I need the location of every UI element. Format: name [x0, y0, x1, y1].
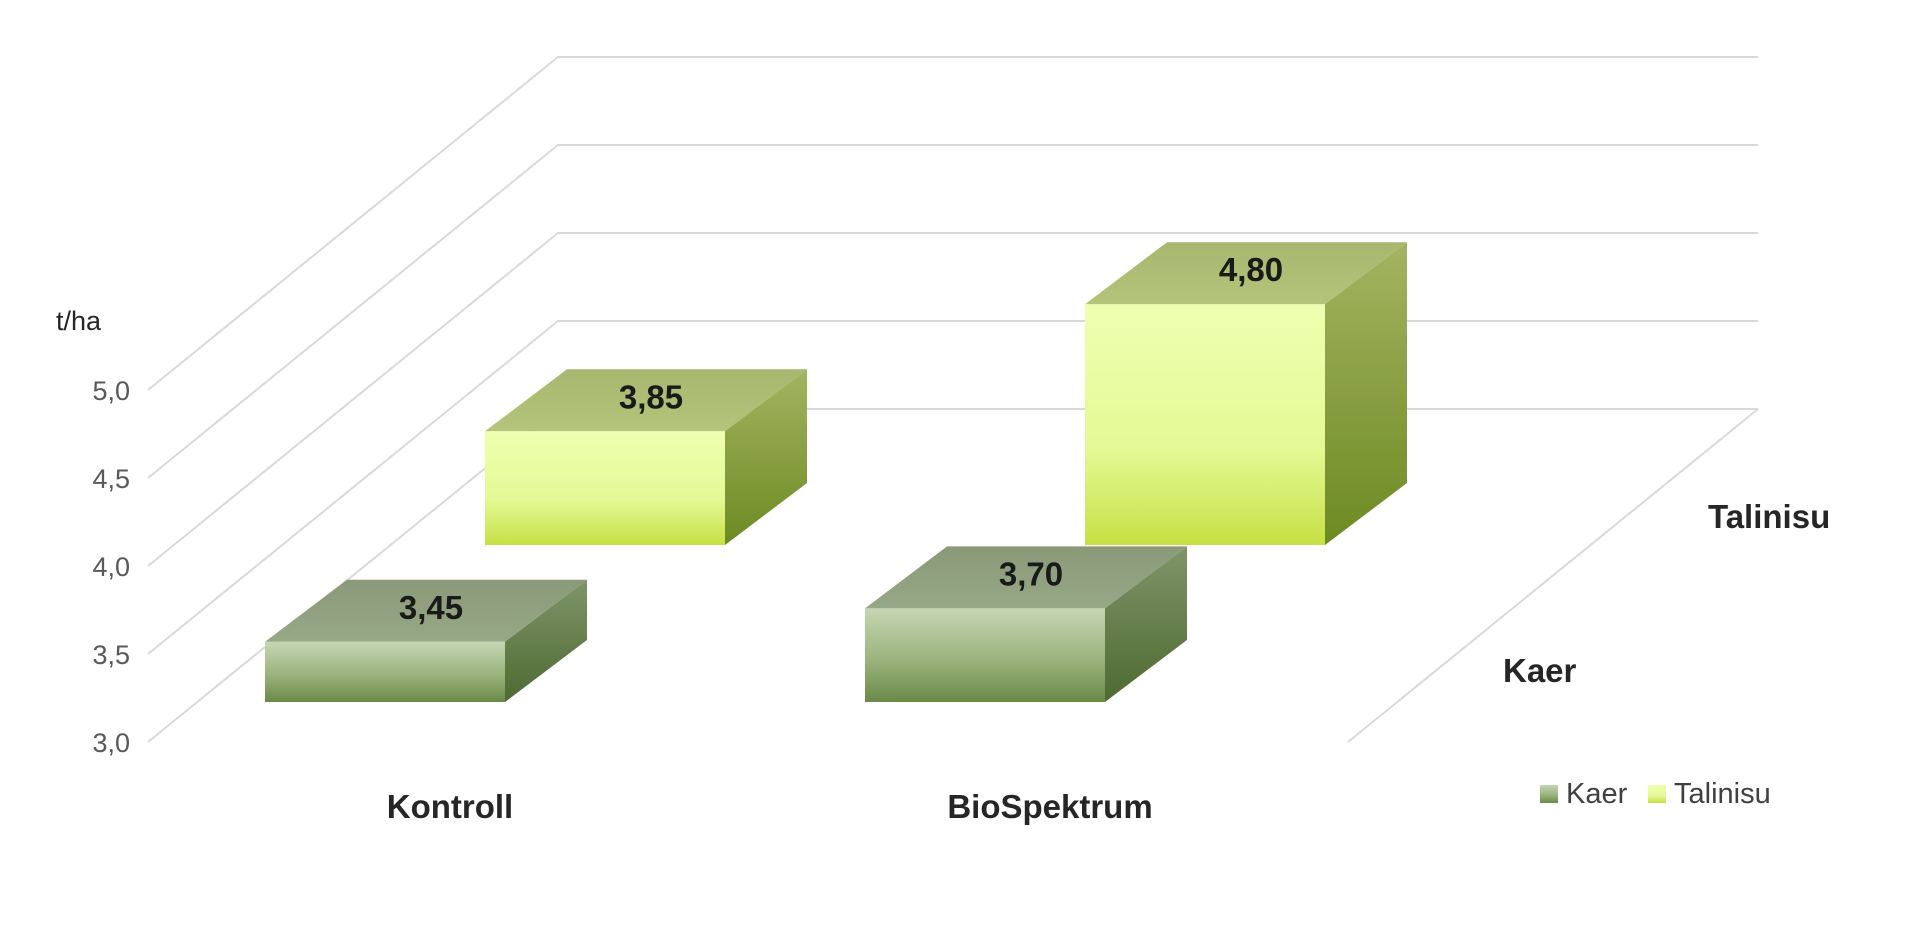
bar-talinisu-0-side [725, 369, 807, 545]
bar-talinisu-1-side [1325, 242, 1407, 545]
category-label: Kontroll [387, 788, 513, 825]
bar-kaer-1-top [865, 546, 1187, 609]
labels-layer: 3,85 4,80 3,45 3,70 Kontroll BioSpektrum Kaer T… [387, 251, 1830, 825]
bar-talinisu-1-top [1085, 242, 1407, 305]
data-label: 3,85 [619, 378, 683, 415]
data-label: 4,80 [1219, 251, 1283, 288]
legend: Kaer Talinisu [1540, 778, 1771, 810]
legend-swatch-kaer [1540, 785, 1558, 803]
bar-kaer-0-side [505, 579, 587, 702]
y-tick-label: 5,0 [92, 376, 130, 406]
gridline [147, 232, 1758, 567]
y-unit-label: t/ha [56, 306, 102, 336]
floor-edge-right [1347, 408, 1759, 743]
y-tick-label: 4,5 [92, 464, 130, 494]
gridline [147, 144, 1758, 479]
gridline [147, 56, 1758, 391]
axis-layer: 3,0 3,5 4,0 4,5 5,0 [92, 376, 130, 758]
depth-axis-label: Kaer [1503, 652, 1577, 689]
bar-kaer-1-front [865, 608, 1105, 702]
depth-axis-label: Talinisu [1708, 498, 1830, 535]
y-tick-label: 3,0 [92, 728, 130, 758]
legend-label-kaer: Kaer [1566, 778, 1628, 810]
bar-talinisu-0-front [485, 431, 725, 545]
category-label: BioSpektrum [947, 788, 1152, 825]
bar-talinisu-1-front [1085, 304, 1325, 545]
data-label: 3,70 [999, 555, 1063, 592]
y-tick-label: 4,0 [92, 552, 130, 582]
y-tick-label: 3,5 [92, 640, 130, 670]
bar-kaer-0-top [265, 579, 587, 642]
bar-kaer-0-front [265, 641, 505, 702]
bar-kaer-1-side [1105, 546, 1187, 702]
bar-talinisu-0-top [485, 369, 807, 432]
data-label: 3,45 [399, 589, 463, 626]
bars-layer [265, 242, 1407, 702]
legend-swatch-talinisu [1648, 785, 1666, 803]
legend-label-talinisu: Talinisu [1674, 778, 1771, 810]
